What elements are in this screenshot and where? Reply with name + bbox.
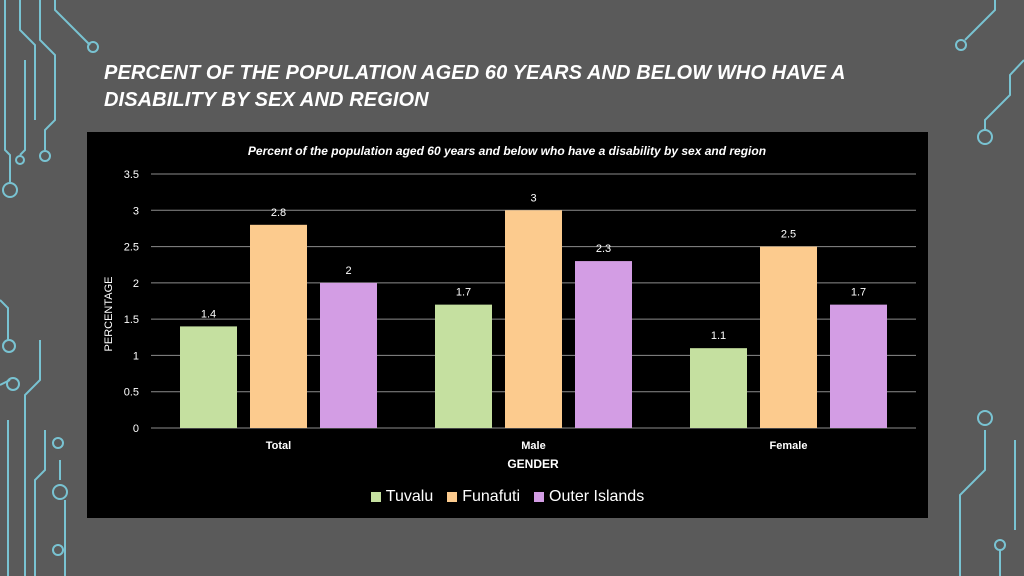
- data-label: 1.7: [456, 287, 471, 299]
- x-tick-label: Male: [521, 440, 545, 452]
- x-tick-label: Total: [266, 440, 291, 452]
- slide-title: PERCENT OF THE POPULATION AGED 60 YEARS …: [104, 62, 845, 111]
- bar-funafuti-female: [760, 246, 817, 428]
- bar-tuvalu-female: [690, 348, 747, 428]
- y-tick-label: 2: [133, 278, 139, 290]
- x-tick-label: Female: [770, 440, 808, 452]
- y-tick-label: 1.5: [124, 314, 139, 326]
- chart-panel: Percent of the population aged 60 years …: [87, 132, 928, 518]
- data-label: 2.3: [596, 243, 611, 255]
- legend-label: Funafuti: [462, 488, 521, 505]
- y-tick-label: 3.5: [124, 169, 139, 181]
- bar-funafuti-total: [250, 224, 307, 428]
- data-label: 2.8: [271, 207, 286, 219]
- data-label: 1.1: [711, 330, 726, 342]
- legend-item: Tuvalu: [370, 488, 434, 506]
- bar-tuvalu-male: [435, 304, 492, 428]
- bar-tuvalu-total: [180, 326, 237, 428]
- data-label: 3: [530, 192, 536, 204]
- legend-swatch: [447, 492, 458, 502]
- bar-outer-islands-total: [320, 282, 377, 428]
- chart-legend: Tuvalu Funafuti Outer Islands: [87, 488, 928, 506]
- data-label: 2.5: [781, 229, 796, 241]
- y-tick-label: 0: [133, 423, 139, 435]
- y-tick-label: 3: [133, 205, 139, 217]
- legend-item: Funafuti: [447, 488, 520, 506]
- x-axis-ticks: Total Male Female: [266, 440, 808, 452]
- y-axis-label: PERCENTAGE: [103, 277, 115, 352]
- legend-label: Outer Islands: [549, 488, 645, 505]
- legend-swatch: [370, 492, 381, 502]
- data-label: 1.7: [851, 287, 866, 299]
- y-tick-label: 1: [133, 350, 139, 362]
- legend-swatch: [534, 492, 545, 502]
- y-axis-ticks: 0 0.5 1 1.5 2 2.5 3 3.5: [124, 169, 139, 435]
- x-axis-label: GENDER: [507, 457, 559, 471]
- legend-label: Tuvalu: [385, 488, 434, 505]
- chart-title: Percent of the population aged 60 years …: [248, 144, 766, 158]
- bar-outer-islands-male: [575, 261, 632, 428]
- bar-funafuti-male: [505, 210, 562, 428]
- data-label: 1.4: [201, 308, 216, 320]
- y-tick-label: 2.5: [124, 242, 139, 254]
- bar-outer-islands-female: [830, 304, 887, 428]
- data-label: 2: [345, 265, 351, 277]
- y-tick-label: 0.5: [124, 387, 139, 399]
- bar-chart: Percent of the population aged 60 years …: [103, 144, 916, 471]
- bars: 1.4 2.8 2 1.7 3 2.3 1.1 2.5 1.7: [180, 192, 887, 428]
- legend-item: Outer Islands: [534, 488, 644, 506]
